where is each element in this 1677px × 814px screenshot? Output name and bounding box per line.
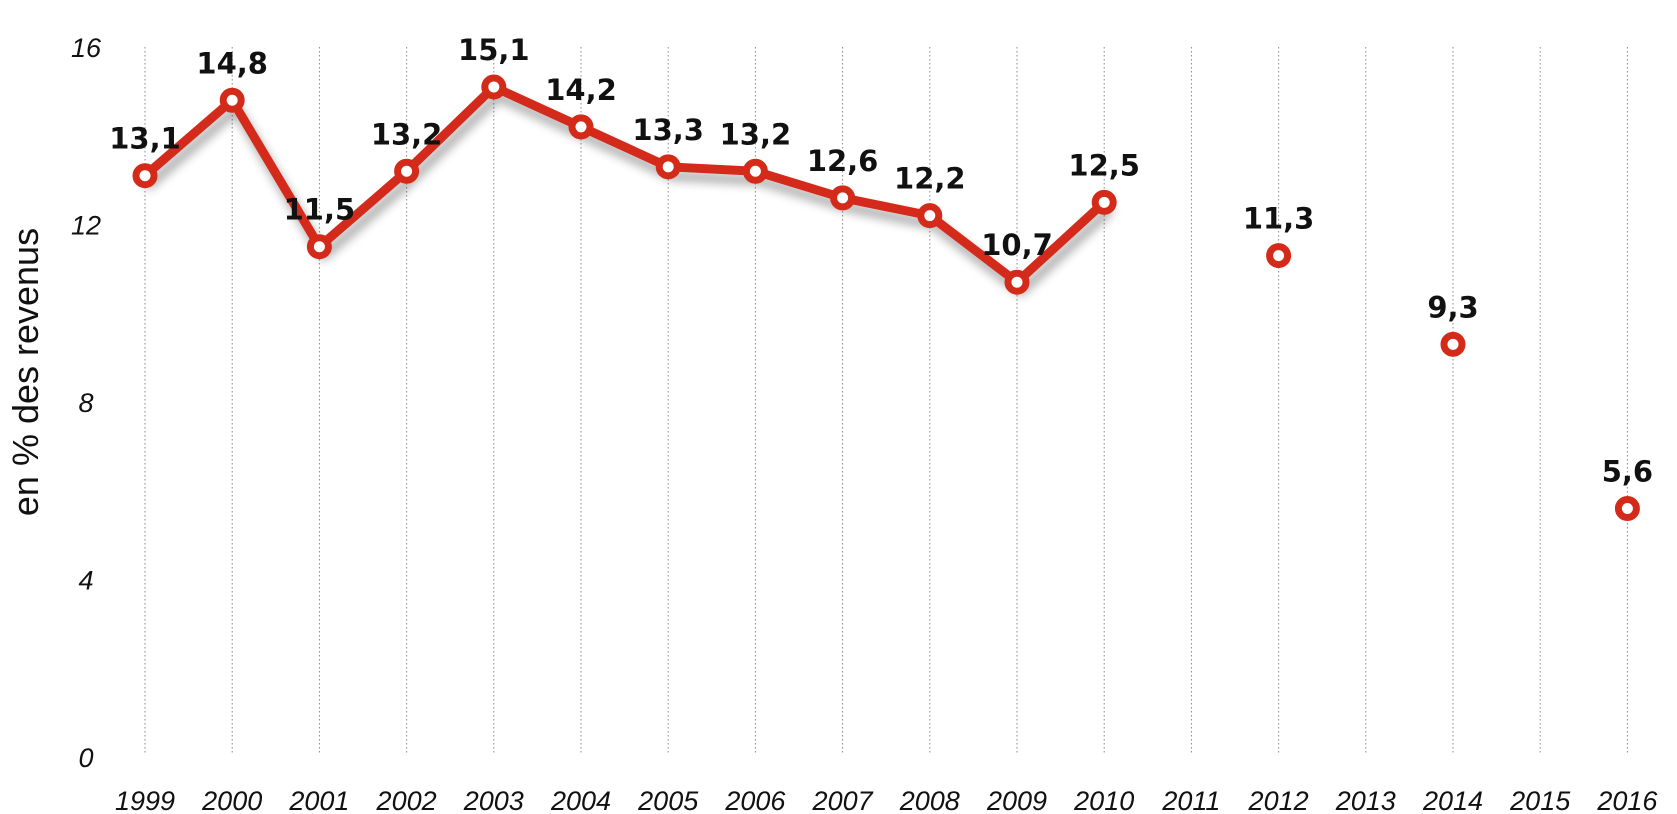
y-tick-label: 4 [78,566,93,596]
y-tick-label: 16 [71,33,102,63]
x-tick-label: 2000 [201,786,262,814]
x-tick-label: 2013 [1335,786,1396,814]
y-tick-label: 12 [71,211,101,241]
x-tick-label: 2008 [899,786,960,814]
x-tick-label: 2012 [1248,786,1309,814]
series-line-segment [140,82,1109,287]
data-label: 13,1 [109,122,181,156]
data-point [1440,331,1466,357]
x-tick-label: 2004 [550,786,611,814]
x-tick-label: 2006 [724,786,786,814]
data-label: 9,3 [1427,290,1478,324]
data-point [1091,189,1117,215]
x-tick-label: 2003 [463,786,524,814]
data-label: 5,6 [1602,455,1653,489]
data-point [655,154,681,180]
data-point [219,87,245,113]
data-labels: 13,1 14,8 11,5 13,2 15,1 14,2 13,3 13,2 12,6 12,2… [109,33,1653,489]
data-point [481,74,507,100]
data-point [1266,243,1292,269]
data-label: 10,7 [981,228,1053,262]
data-point [1004,269,1030,295]
x-tick-label: 2001 [288,786,349,814]
x-tick-label: 2005 [637,786,699,814]
data-label: 13,2 [720,117,792,151]
y-tick-label: 0 [78,743,93,773]
x-tick-label: 2007 [812,786,874,814]
data-label: 12,2 [894,162,966,196]
x-tick-label: 1999 [115,786,175,814]
data-point [917,203,943,229]
x-tick-label: 2015 [1509,786,1571,814]
x-tick-label: 2011 [1161,786,1220,814]
data-point [568,114,594,140]
data-label: 14,8 [196,46,268,80]
data-label: 11,3 [1243,202,1315,236]
data-label: 12,5 [1068,148,1140,182]
x-tick-label: 2010 [1073,786,1134,814]
data-label: 15,1 [458,33,530,67]
data-point [306,234,332,260]
data-point [830,185,856,211]
y-tick-label: 8 [78,388,93,418]
x-tick-label: 2014 [1422,786,1483,814]
data-markers [132,74,1640,521]
data-point [394,158,420,184]
grid-lines [144,47,1628,755]
data-label: 13,3 [632,113,704,147]
data-point [742,158,768,184]
y-axis-ticks: 0 4 8 12 16 [71,33,102,773]
x-tick-label: 2009 [986,786,1047,814]
data-point [1614,496,1640,521]
data-label: 14,2 [545,73,617,107]
x-tick-label: 2002 [376,786,437,814]
x-axis-ticks: 1999 2000 2001 2002 2003 2004 2005 2006 2007 2008… [115,786,1658,814]
data-label: 13,2 [371,117,443,151]
y-axis-label: en % des revenus [5,228,46,516]
data-label: 12,6 [807,144,879,178]
x-tick-label: 2016 [1596,786,1658,814]
data-label: 11,5 [284,193,356,227]
series-line [140,82,1109,287]
data-point [132,163,158,189]
